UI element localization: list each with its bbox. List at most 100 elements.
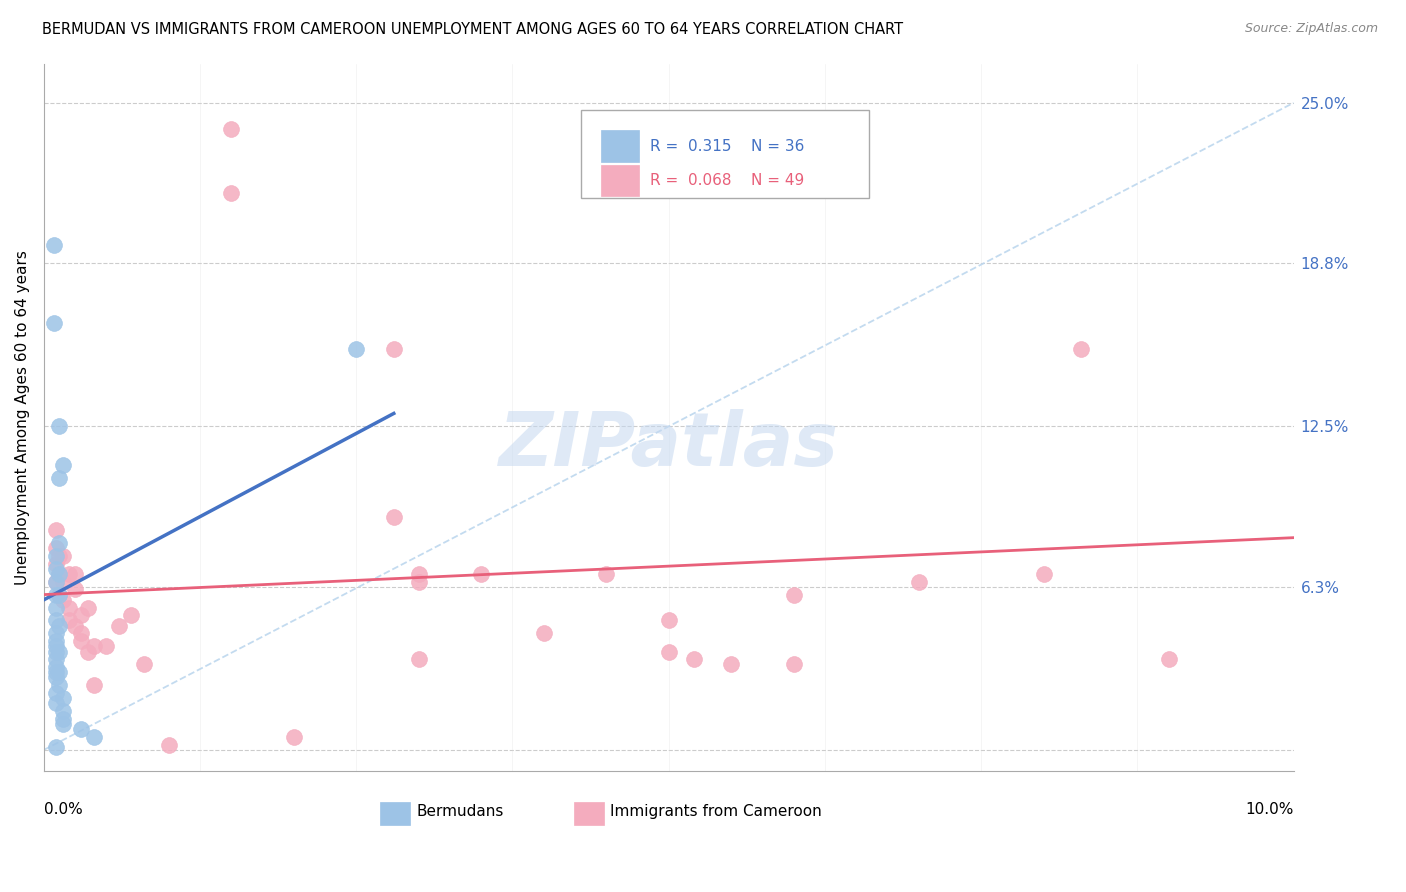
Point: [157, 738, 180, 752]
Point: [45, 652, 67, 666]
Text: Bermudans: Bermudans: [416, 804, 503, 819]
Point: [408, 652, 430, 666]
Text: ZIPatlas: ZIPatlas: [499, 409, 839, 482]
Point: [83, 678, 105, 692]
Text: BERMUDAN VS IMMIGRANTS FROM CAMEROON UNEMPLOYMENT AMONG AGES 60 TO 64 YEARS CORR: BERMUDAN VS IMMIGRANTS FROM CAMEROON UNE…: [42, 22, 903, 37]
Point: [45, 600, 67, 615]
Point: [48, 618, 70, 632]
Point: [720, 657, 742, 672]
Point: [48, 678, 70, 692]
Point: [48, 566, 70, 581]
Point: [782, 657, 804, 672]
Point: [83, 730, 105, 744]
Point: [45, 634, 67, 648]
Point: [45, 670, 67, 684]
Point: [83, 640, 105, 654]
Point: [48, 566, 70, 581]
Point: [382, 510, 405, 524]
Point: [48, 471, 70, 485]
Point: [70, 608, 93, 623]
Point: [45, 644, 67, 658]
FancyBboxPatch shape: [581, 110, 869, 198]
Point: [52, 574, 75, 589]
Point: [45, 574, 67, 589]
Point: [76, 600, 98, 615]
Point: [63, 582, 86, 597]
Point: [658, 644, 681, 658]
Point: [108, 618, 131, 632]
Point: [1070, 342, 1092, 356]
Point: [52, 458, 75, 473]
Point: [682, 652, 704, 666]
Point: [76, 644, 98, 658]
Point: [48, 419, 70, 434]
Point: [63, 566, 86, 581]
Point: [45, 740, 67, 755]
Point: [1157, 652, 1180, 666]
Point: [58, 566, 80, 581]
Point: [52, 549, 75, 563]
Point: [52, 691, 75, 706]
FancyBboxPatch shape: [574, 803, 603, 825]
Point: [48, 588, 70, 602]
Point: [70, 722, 93, 736]
Point: [120, 608, 142, 623]
Point: [907, 574, 929, 589]
Point: [70, 634, 93, 648]
Point: [408, 566, 430, 581]
Text: R =  0.068    N = 49: R = 0.068 N = 49: [650, 173, 804, 187]
Point: [45, 588, 67, 602]
Point: [52, 592, 75, 607]
Point: [533, 626, 555, 640]
Text: Immigrants from Cameroon: Immigrants from Cameroon: [610, 804, 821, 819]
Point: [221, 121, 243, 136]
Point: [45, 660, 67, 674]
Point: [408, 574, 430, 589]
Point: [45, 686, 67, 700]
Y-axis label: Unemployment Among Ages 60 to 64 years: Unemployment Among Ages 60 to 64 years: [15, 250, 30, 585]
Point: [344, 342, 367, 356]
Point: [48, 549, 70, 563]
Point: [45, 541, 67, 555]
Point: [42, 238, 65, 252]
Point: [70, 626, 93, 640]
Point: [58, 600, 80, 615]
Text: 0.0%: 0.0%: [44, 802, 83, 817]
Point: [382, 342, 405, 356]
Point: [45, 574, 67, 589]
Point: [221, 186, 243, 201]
Point: [283, 730, 305, 744]
Point: [52, 704, 75, 718]
Point: [1032, 566, 1054, 581]
Point: [45, 696, 67, 710]
FancyBboxPatch shape: [602, 165, 638, 195]
Text: 10.0%: 10.0%: [1246, 802, 1294, 817]
Point: [595, 566, 617, 581]
Point: [132, 657, 155, 672]
Point: [58, 614, 80, 628]
Point: [52, 717, 75, 731]
Point: [42, 316, 65, 330]
Text: Source: ZipAtlas.com: Source: ZipAtlas.com: [1244, 22, 1378, 36]
Point: [63, 618, 86, 632]
Point: [45, 557, 67, 571]
Text: R =  0.315    N = 36: R = 0.315 N = 36: [650, 138, 804, 153]
Point: [96, 640, 118, 654]
Point: [45, 626, 67, 640]
Point: [48, 644, 70, 658]
Point: [48, 536, 70, 550]
Point: [45, 549, 67, 563]
Point: [470, 566, 492, 581]
Point: [48, 588, 70, 602]
FancyBboxPatch shape: [602, 130, 638, 161]
FancyBboxPatch shape: [380, 803, 411, 825]
Point: [45, 665, 67, 680]
Point: [45, 640, 67, 654]
Point: [782, 588, 804, 602]
Point: [45, 523, 67, 537]
Point: [45, 614, 67, 628]
Point: [48, 665, 70, 680]
Point: [52, 712, 75, 726]
Point: [658, 614, 681, 628]
Point: [45, 562, 67, 576]
